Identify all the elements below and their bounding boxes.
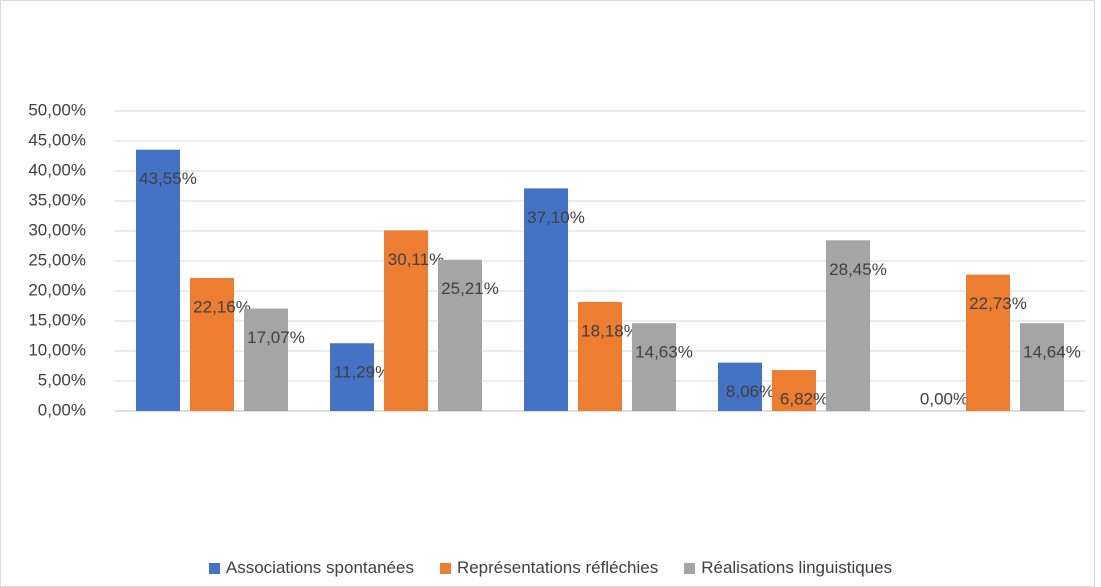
bar [136,149,180,411]
bar [578,301,622,411]
data-label: 0,00% [920,389,968,408]
y-tick-label: 25,00% [28,250,86,269]
bar [718,362,762,411]
legend-item: Représentations réfléchies [439,558,659,578]
data-label: 17,07% [247,328,305,347]
legend-label: Réalisations linguistiques [701,558,893,577]
bar [438,259,482,411]
data-label: 14,64% [1023,343,1081,362]
y-tick-label: 5,00% [38,370,86,389]
legend-label: Associations spontanées [225,558,414,577]
bar [244,308,288,411]
data-label: 25,21% [441,279,499,298]
y-tick-label: 35,00% [28,190,86,209]
legend-item: Associations spontanées [208,558,414,578]
bar [1020,323,1064,411]
data-label: 11,29% [334,363,390,382]
y-tick-label: 20,00% [28,280,86,299]
legend-swatch [208,562,220,574]
legend-swatch [684,562,696,574]
bar [632,323,676,411]
data-label: 14,63% [635,343,693,362]
bar [384,230,428,411]
data-label: 43,55% [139,169,197,188]
y-tick-label: 50,00% [28,100,86,119]
bar [826,240,870,411]
y-tick-label: 30,00% [28,220,86,239]
bar [190,278,234,411]
y-tick-label: 45,00% [28,130,86,149]
legend-label: Représentations réfléchies [456,558,659,577]
y-tick-label: 40,00% [28,160,86,179]
data-label: 30,11% [388,250,444,269]
data-label: 8,06% [726,382,774,401]
legend-swatch [439,562,451,574]
data-label: 22,73% [969,294,1027,313]
y-tick-label: 15,00% [28,310,86,329]
legend-item: Réalisations linguistiques [684,558,892,578]
data-label: 22,16% [193,298,251,317]
data-label: 6,82% [780,389,828,408]
y-tick-label: 10,00% [28,340,86,359]
y-tick-label: 0,00% [38,400,86,419]
data-label: 37,10% [527,208,585,227]
data-label: 18,18% [581,321,639,340]
bar [330,343,374,411]
bar [524,188,568,411]
bar [966,274,1010,411]
bar [772,370,816,411]
data-label: 28,45% [829,260,887,279]
legend: Associations spontanées Représentations r… [0,558,1101,578]
